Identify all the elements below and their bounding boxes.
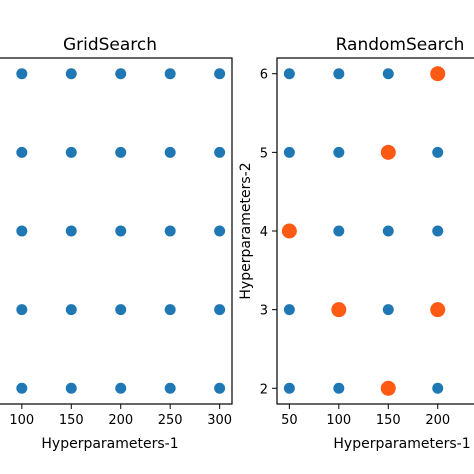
- gridsearch-title: GridSearch: [63, 35, 157, 55]
- randomsearch-points: [281, 66, 446, 396]
- gridsearch-grid-point: [16, 382, 28, 394]
- randomsearch-x-tick-label: 100: [326, 413, 351, 428]
- randomsearch-grid-point: [283, 146, 295, 158]
- randomsearch-axes-frame: [276, 57, 474, 405]
- gridsearch-grid-point: [16, 304, 28, 316]
- randomsearch-grid-point: [283, 304, 295, 316]
- gridsearch-grid-point: [16, 225, 28, 237]
- gridsearch-grid-point: [65, 146, 77, 158]
- gridsearch-x-tick-label: 300: [207, 413, 232, 428]
- gridsearch-grid-point: [214, 382, 226, 394]
- gridsearch-grid-point: [16, 146, 28, 158]
- gridsearch-grid-point: [115, 304, 127, 316]
- gridsearch-grid-point: [115, 225, 127, 237]
- randomsearch-grid-point: [283, 382, 295, 394]
- gridsearch-grid-point: [115, 68, 127, 80]
- randomsearch-grid-point: [333, 68, 345, 80]
- randomsearch-x-tick-label: 150: [376, 413, 401, 428]
- gridsearch-grid-point: [164, 68, 176, 80]
- gridsearch-x-ticks: 50100150200250300: [9, 404, 232, 428]
- randomsearch-sampled-point: [430, 66, 446, 82]
- randomsearch-sampled-point: [430, 302, 446, 318]
- gridsearch-grid-point: [214, 146, 226, 158]
- gridsearch-grid-point: [115, 382, 127, 394]
- gridsearch-x-tick-label: 100: [9, 413, 34, 428]
- randomsearch-x-tick-label: 50: [281, 413, 298, 428]
- randomsearch-sampled-point: [281, 223, 297, 239]
- randomsearch-grid-point: [432, 225, 444, 237]
- gridsearch-grid-point: [214, 304, 226, 316]
- gridsearch-axes-frame: [0, 57, 233, 405]
- randomsearch-grid-point: [382, 304, 394, 316]
- randomsearch-y-tick-label: 6: [260, 68, 268, 83]
- gridsearch-x-tick-label: 250: [158, 413, 183, 428]
- randomsearch-x-ticks: 50100150200250300: [281, 404, 450, 428]
- gridsearch-grid-point: [115, 146, 127, 158]
- randomsearch-grid-point: [283, 68, 295, 80]
- gridsearch-grid-point: [214, 68, 226, 80]
- randomsearch-grid-point: [333, 382, 345, 394]
- gridsearch-grid-point: [164, 146, 176, 158]
- gridsearch-grid-point: [164, 304, 176, 316]
- gridsearch-grid-point: [164, 382, 176, 394]
- gridsearch-x-axis-label: Hyperparameters-1: [41, 436, 178, 452]
- randomsearch-grid-point: [432, 382, 444, 394]
- randomsearch-title: RandomSearch: [336, 35, 465, 55]
- randomsearch-y-tick-label: 2: [260, 382, 268, 397]
- randomsearch-sampled-point: [331, 302, 347, 318]
- randomsearch-y-ticks: 2 3 4 5 6: [260, 68, 277, 397]
- randomsearch-x-tick-label: 200: [425, 413, 450, 428]
- randomsearch-sampled-point: [380, 380, 396, 396]
- gridsearch-grid-point: [65, 68, 77, 80]
- randomsearch-y-tick-label: 3: [260, 304, 268, 319]
- gridsearch-grid-point: [214, 225, 226, 237]
- gridsearch-grid-point: [65, 225, 77, 237]
- gridsearch-grid-point: [164, 225, 176, 237]
- randomsearch-y-axis-label: Hyperparameters-2: [238, 162, 254, 299]
- gridsearch-grid-point: [65, 304, 77, 316]
- randomsearch-x-axis-label: Hyperparameters-1: [333, 436, 470, 452]
- randomsearch-grid-point: [382, 68, 394, 80]
- randomsearch-grid-point: [432, 146, 444, 158]
- gridsearch-grid-point: [65, 382, 77, 394]
- randomsearch-sampled-point: [380, 144, 396, 160]
- randomsearch-grid-point: [333, 225, 345, 237]
- randomsearch-grid-point: [333, 146, 345, 158]
- gridsearch-panel: GridSearch 50100150200250300 Hyperparame…: [0, 35, 233, 452]
- randomsearch-y-tick-label: 5: [260, 146, 268, 161]
- gridsearch-x-tick-label: 200: [108, 413, 133, 428]
- gridsearch-x-tick-label: 150: [59, 413, 84, 428]
- randomsearch-grid-point: [382, 225, 394, 237]
- gridsearch-points: [16, 68, 226, 394]
- randomsearch-y-tick-label: 4: [260, 225, 268, 240]
- gridsearch-grid-point: [16, 68, 28, 80]
